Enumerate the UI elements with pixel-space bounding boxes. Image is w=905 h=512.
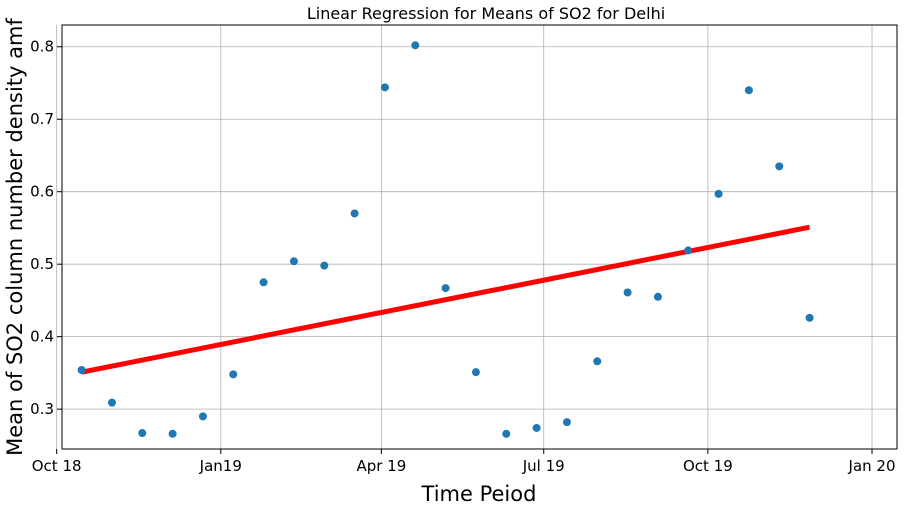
data-point	[289, 257, 298, 266]
y-tick-label: 0.7	[30, 110, 54, 128]
data-point	[805, 313, 814, 322]
data-point	[684, 246, 693, 255]
data-point	[775, 162, 784, 171]
plot-area-frame	[61, 24, 898, 450]
data-point	[532, 423, 541, 432]
y-tick-label: 0.6	[30, 183, 54, 201]
x-tick-label: Apr 19	[356, 457, 406, 475]
grid	[56, 25, 897, 449]
data-point	[593, 357, 602, 366]
data-point	[107, 398, 116, 407]
y-tick-label: 0.3	[30, 400, 54, 418]
x-tick-label: Oct 19	[683, 457, 733, 475]
y-tick-label: 0.8	[30, 38, 54, 56]
y-tick-label: 0.4	[30, 328, 54, 346]
data-point	[380, 83, 389, 92]
data-point	[229, 370, 238, 379]
data-point	[138, 429, 147, 438]
data-point	[259, 278, 268, 287]
x-tick-label: Jul 19	[522, 457, 565, 475]
y-tick-label: 0.5	[30, 255, 54, 273]
data-point	[77, 365, 86, 374]
data-point	[168, 429, 177, 438]
data-point	[471, 368, 480, 377]
data-point	[441, 284, 450, 293]
data-point	[502, 429, 511, 438]
data-point	[411, 41, 420, 50]
x-tick-label: Jan 20	[848, 457, 896, 475]
x-tick-label: Oct 18	[32, 457, 82, 475]
data-point	[653, 292, 662, 301]
data-point	[562, 418, 571, 427]
chart-title: Linear Regression for Means of SO2 for D…	[307, 4, 665, 23]
y-axis-ticks: 0.3 0.4 0.5 0.6 0.7 0.8	[30, 38, 62, 418]
data-point	[198, 412, 207, 421]
x-tick-label: Jan19	[199, 457, 242, 475]
x-axis-label: Time Peiod	[421, 482, 537, 506]
data-point	[714, 189, 723, 198]
scatter-points	[77, 41, 814, 438]
data-point	[320, 261, 329, 270]
data-point	[744, 86, 753, 95]
x-axis-ticks: Oct 18 Jan19 Apr 19 Jul 19 Oct 19 Jan 20	[32, 449, 896, 475]
data-point	[623, 288, 632, 297]
y-axis-label: Mean of SO2 column number density amf	[3, 18, 27, 456]
data-point	[350, 209, 359, 218]
